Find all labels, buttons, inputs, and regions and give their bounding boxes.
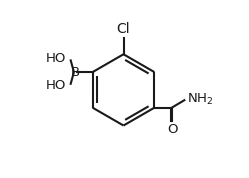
Text: NH$_2$: NH$_2$ [187,91,213,107]
Text: Cl: Cl [117,22,130,36]
Text: B: B [70,66,79,78]
Text: O: O [167,123,178,136]
Text: HO: HO [46,52,66,65]
Text: HO: HO [46,79,66,92]
